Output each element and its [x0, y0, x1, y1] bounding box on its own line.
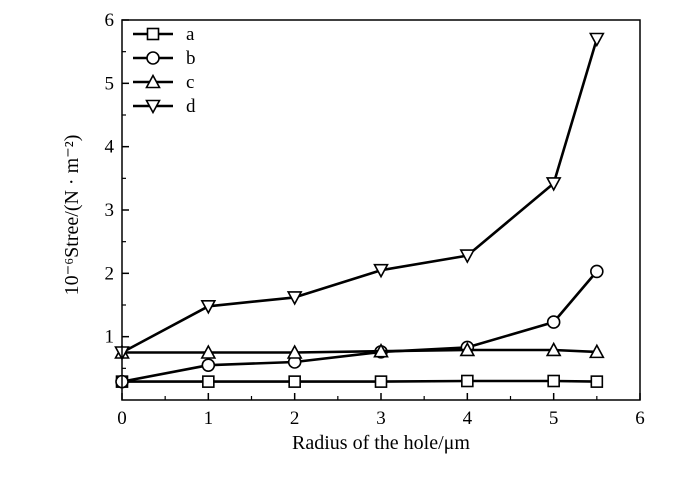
data-point-d	[373, 263, 389, 279]
x-tick-label: 6	[635, 408, 645, 429]
data-point-d	[588, 32, 605, 48]
legend-item-d: d	[133, 96, 196, 117]
data-point-a	[461, 374, 474, 388]
legend-item-c: c	[133, 72, 194, 93]
legend-marker	[145, 73, 161, 89]
legend-marker	[145, 99, 161, 115]
data-point-a	[374, 375, 388, 388]
legend-item-a: a	[133, 24, 195, 45]
y-tick-label: 4	[105, 137, 115, 158]
series-line-c	[122, 348, 597, 354]
data-point-c	[545, 341, 562, 357]
plot-frame	[121, 19, 641, 401]
y-axis-title: 10⁻⁶Stree/(N · m⁻²)	[61, 135, 83, 296]
data-point-d	[459, 249, 476, 264]
series-d	[114, 32, 605, 361]
legend-label: a	[186, 24, 195, 45]
y-tick-label: 2	[105, 263, 115, 284]
data-point-b	[590, 264, 604, 279]
x-tick-label: 3	[376, 408, 386, 429]
legend-marker	[146, 51, 160, 65]
data-point-d	[200, 299, 217, 315]
series-b	[115, 264, 604, 389]
data-point-b	[546, 315, 561, 329]
x-tick-label: 1	[204, 408, 214, 429]
data-point-a	[590, 375, 604, 388]
series-line-a	[122, 379, 597, 383]
legend-label: d	[186, 96, 196, 117]
data-point-c	[200, 344, 217, 359]
y-tick-label: 5	[105, 73, 115, 94]
data-point-a	[547, 374, 560, 388]
data-layer	[114, 32, 605, 389]
legend-marker	[146, 27, 160, 41]
y-tick-label: 1	[105, 327, 115, 348]
legend-label: c	[186, 72, 194, 93]
axes-layer: 0 1 2 3 4 5 6 1 2 3 4 5 6	[105, 10, 645, 429]
data-point-c	[459, 341, 476, 357]
x-axis-title: Radius of the hole/μm	[292, 432, 470, 454]
data-point-b	[201, 358, 216, 372]
data-point-c	[588, 343, 605, 359]
data-point-a	[288, 375, 301, 388]
data-point-c	[286, 344, 303, 359]
series-a	[115, 374, 604, 388]
legend-label: b	[186, 48, 196, 69]
y-tick-label: 6	[105, 10, 115, 31]
series-c	[114, 341, 605, 359]
x-tick-label: 2	[290, 408, 300, 429]
x-tick-label: 4	[463, 408, 473, 429]
data-point-d	[545, 177, 562, 192]
data-point-d	[286, 291, 303, 306]
legend-item-b: b	[133, 48, 196, 69]
data-point-c	[373, 343, 389, 358]
y-tick-label: 3	[105, 200, 115, 221]
x-tick-label: 5	[549, 408, 559, 429]
data-point-a	[202, 375, 215, 388]
x-tick-label: 0	[117, 408, 127, 429]
series-line-b	[121, 270, 598, 383]
